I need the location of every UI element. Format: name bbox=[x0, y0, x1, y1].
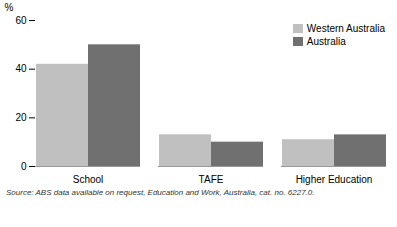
svg-text:%: % bbox=[5, 2, 14, 13]
svg-text:School: School bbox=[73, 174, 104, 185]
html-text:Source: ABS data available on: Source: ABS data available on request, E… bbox=[6, 188, 315, 197]
svg-text:40: 40 bbox=[15, 63, 27, 74]
svg-text:20: 20 bbox=[15, 112, 27, 123]
svg-text:Higher Education: Higher Education bbox=[296, 174, 373, 185]
svg-text:60: 60 bbox=[15, 15, 27, 26]
svg-text:0: 0 bbox=[21, 161, 27, 172]
html-text:Western Australia: Western Australia bbox=[306, 23, 385, 34]
svg-text:TAFE: TAFE bbox=[199, 174, 224, 185]
html-text:Australia: Australia bbox=[306, 36, 346, 47]
